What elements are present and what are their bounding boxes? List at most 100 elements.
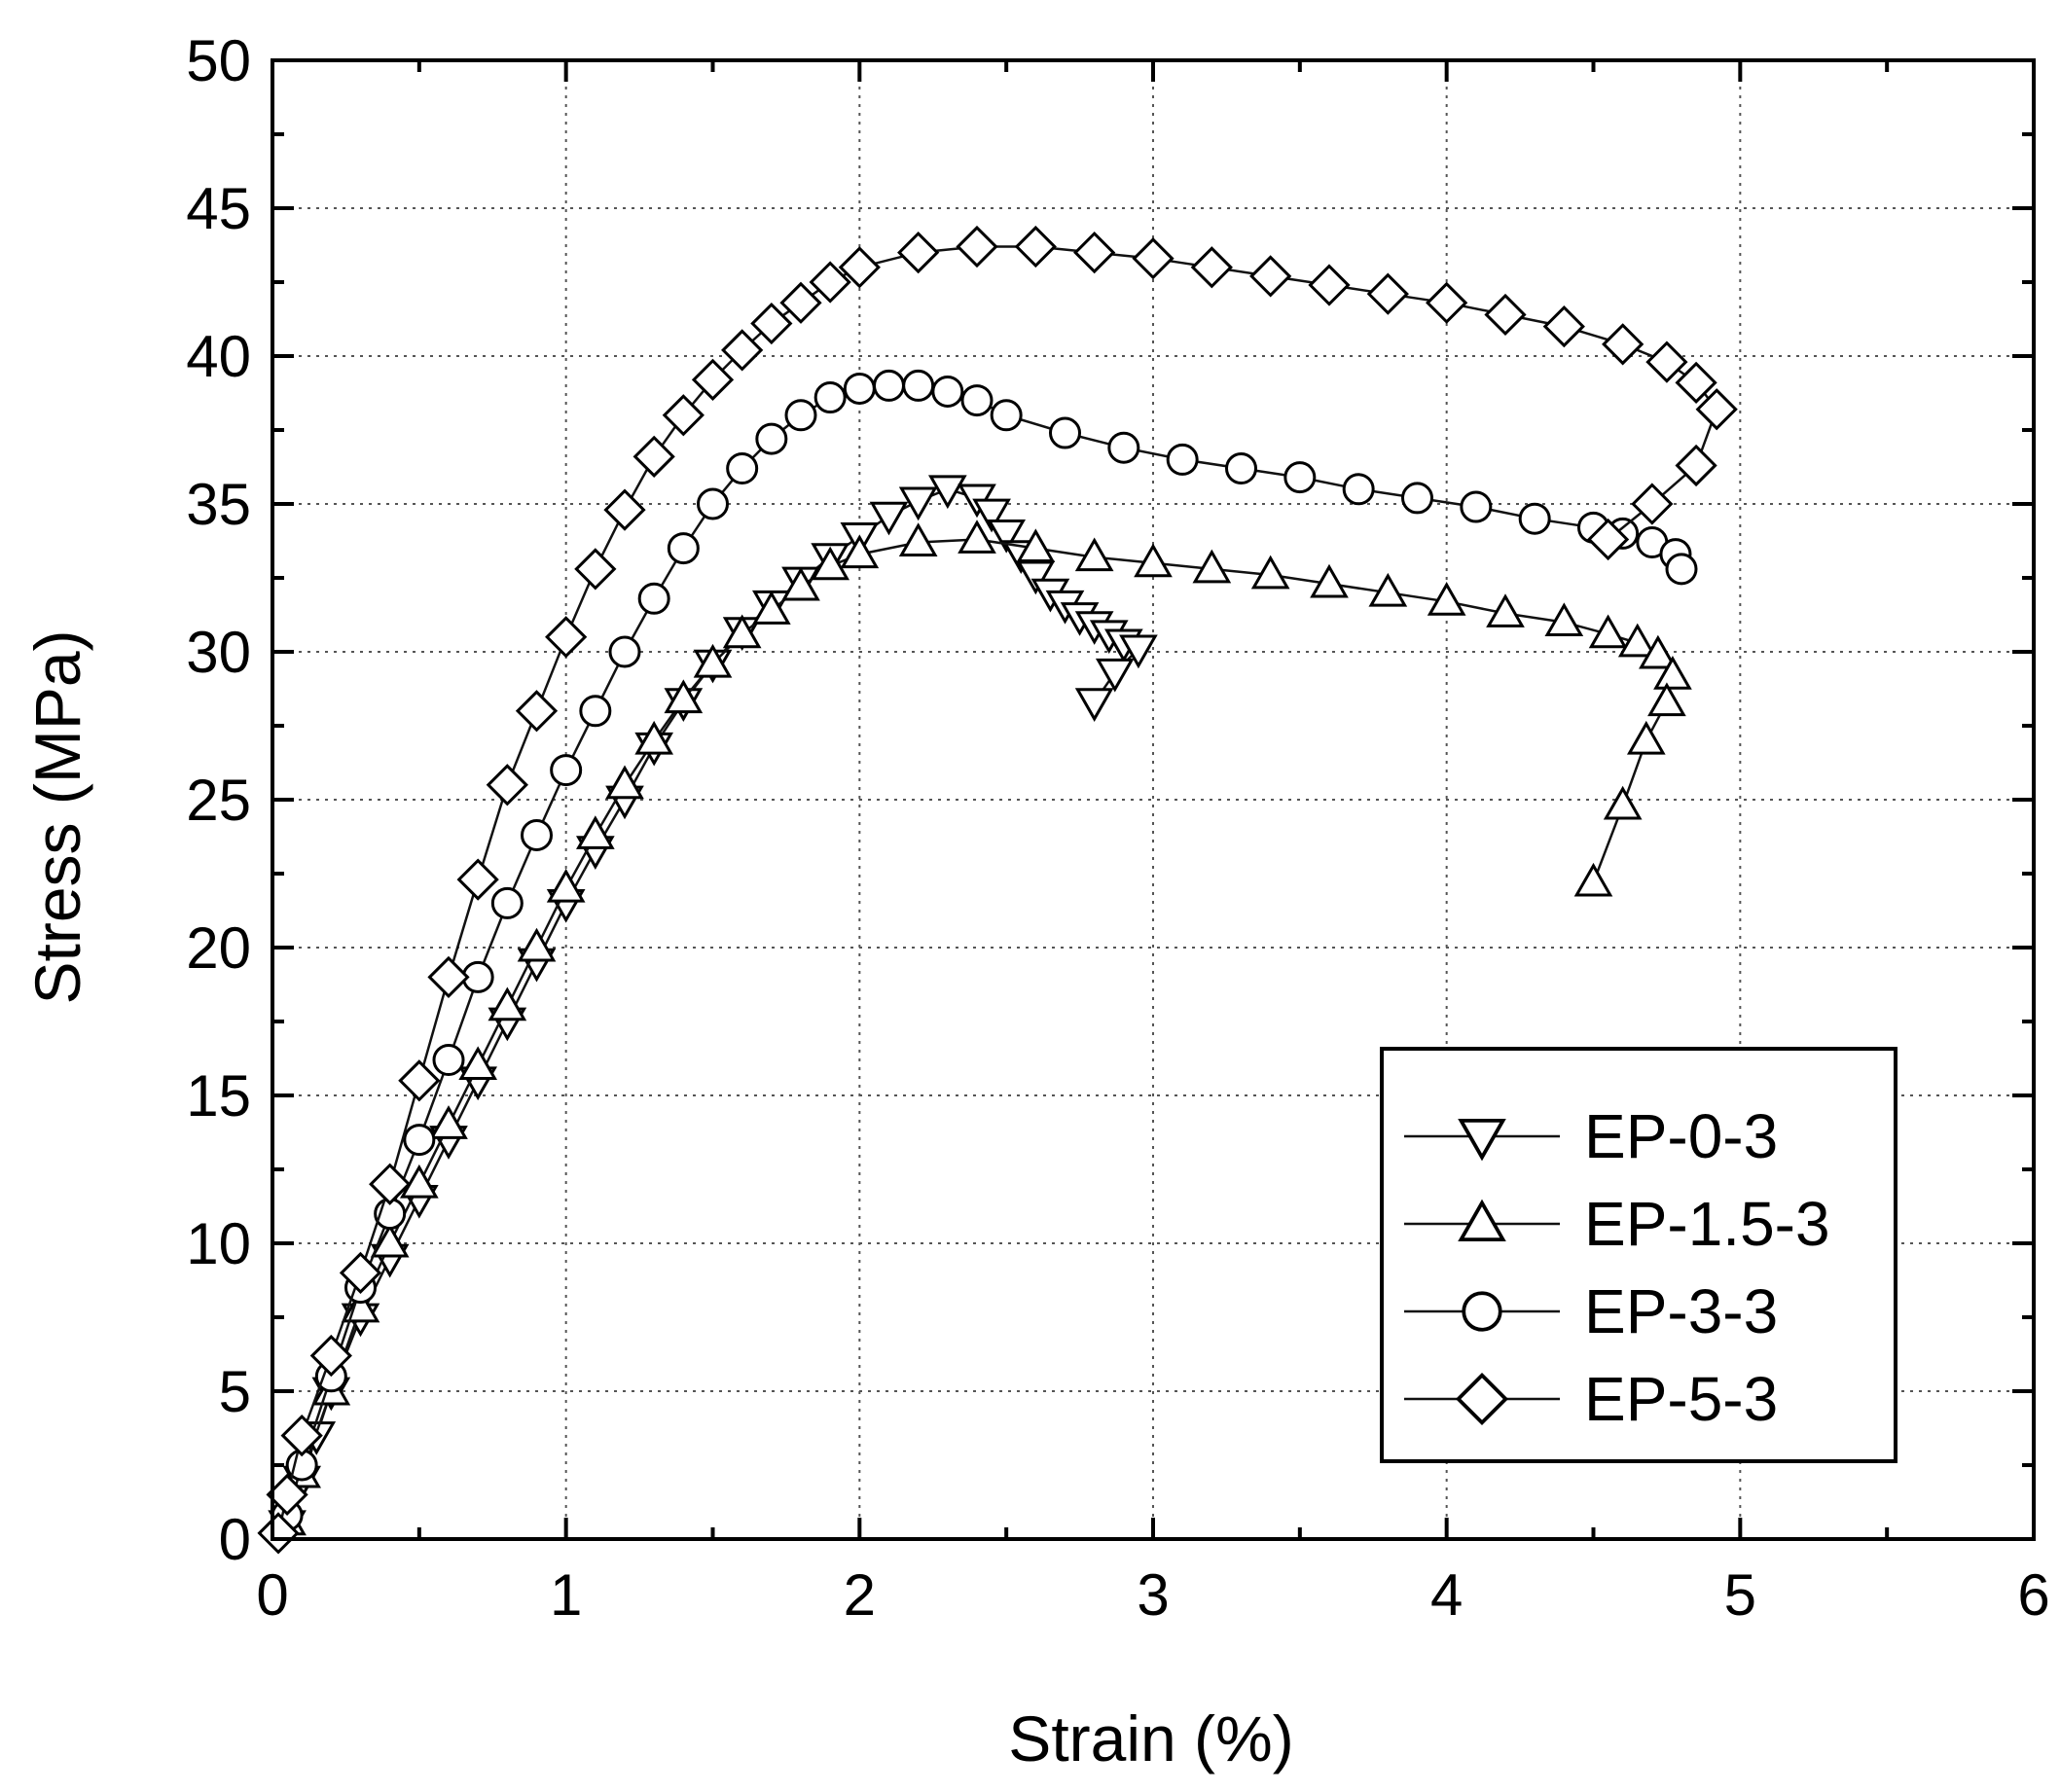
data-point-EP-5-3 [339,1251,382,1295]
data-point-EP-1.5-3 [840,534,880,569]
data-point-EP-5-3 [603,488,646,531]
data-point-EP-5-3 [515,690,559,733]
data-point-EP-1.5-3 [1016,528,1056,563]
legend-marker [1458,1199,1506,1242]
data-point-EP-1.5-3 [1310,563,1349,598]
data-point-EP-3-3 [1166,443,1199,476]
data-point-EP-1.5-3 [517,927,557,962]
data-point-EP-5-3 [427,955,470,999]
y-tick-label: 20 [186,915,251,981]
data-point-EP-5-3 [456,858,499,901]
data-point-EP-5-3 [1073,231,1116,274]
x-tick-label: 5 [1724,1562,1756,1628]
data-point-EP-1.5-3 [1427,582,1466,616]
data-point-EP-5-3 [632,435,675,478]
y-axis-title: Stress (MPa) [21,629,93,1004]
data-point-EP-1.5-3 [722,614,762,649]
legend-item-EP-1.5-3: EP-1.5-3 [1404,1189,1830,1259]
data-point-EP-3-3 [608,635,641,668]
x-tick-label: 6 [2017,1562,2049,1628]
data-point-EP-1.5-3 [1639,634,1678,669]
data-point-EP-1.5-3 [751,591,791,625]
y-tick-label: 15 [186,1063,251,1129]
data-point-EP-5-3 [779,281,822,324]
data-point-EP-5-3 [1542,305,1585,348]
x-tick-label: 3 [1137,1562,1169,1628]
data-point-EP-0-3 [987,519,1027,554]
data-point-EP-3-3 [902,369,935,402]
data-point-EP-0-3 [1074,688,1114,722]
data-point-EP-5-3 [574,548,617,591]
series-EP-5-3 [257,225,1738,1555]
data-point-EP-5-3 [897,231,940,274]
data-point-EP-5-3 [486,764,528,806]
data-point-EP-1.5-3 [488,986,527,1021]
data-point-EP-5-3 [691,358,735,401]
data-point-EP-3-3 [931,375,964,408]
data-point-EP-0-3 [927,475,967,510]
y-tick-label: 40 [186,324,251,389]
data-point-EP-5-3 [750,302,793,345]
data-point-EP-5-3 [1645,340,1688,383]
data-point-EP-3-3 [697,487,729,520]
data-point-EP-5-3 [1132,237,1175,280]
data-point-EP-1.5-3 [1588,614,1628,649]
data-point-EP-5-3 [956,225,998,269]
data-point-EP-5-3 [1484,293,1527,337]
series-EP-1.5-3 [268,520,1692,1536]
data-point-EP-3-3 [726,452,759,485]
data-point-EP-5-3 [1675,361,1717,404]
data-point-EP-1.5-3 [898,522,938,556]
data-point-EP-1.5-3 [1192,549,1232,584]
data-point-EP-3-3 [960,384,994,417]
data-point-EP-0-3 [898,486,938,521]
data-point-EP-1.5-3 [1647,682,1686,717]
data-point-EP-5-3 [266,1473,308,1517]
data-point-EP-5-3 [1586,518,1630,561]
series-EP-0-3 [268,475,1158,1545]
data-point-EP-1.5-3 [1544,602,1584,637]
data-point-EP-3-3 [1665,553,1698,586]
data-point-EP-3-3 [521,818,553,851]
data-point-EP-5-3 [1249,255,1292,298]
data-point-EP-5-3 [721,329,764,372]
legend-item-EP-3-3: EP-3-3 [1404,1276,1778,1346]
data-point-EP-1.5-3 [811,546,850,581]
data-point-EP-3-3 [550,754,583,787]
data-point-EP-5-3 [1014,225,1057,269]
data-point-EP-3-3 [637,582,670,615]
legend-item-EP-0-3: EP-0-3 [1404,1101,1778,1171]
data-point-EP-5-3 [838,246,881,289]
data-point-EP-3-3 [490,886,524,919]
data-point-EP-1.5-3 [664,679,704,714]
data-point-EP-1.5-3 [1603,785,1643,820]
legend-item-EP-5-3: EP-5-3 [1404,1364,1778,1434]
data-point-EP-0-3 [869,501,909,536]
data-point-EP-1.5-3 [605,765,644,800]
data-point-EP-5-3 [1366,272,1409,315]
x-tick-label: 4 [1430,1562,1463,1628]
data-point-EP-1.5-3 [1074,537,1114,572]
legend-label: EP-3-3 [1584,1276,1778,1346]
data-point-EP-3-3 [1401,482,1433,515]
data-point-EP-3-3 [1283,461,1317,494]
y-tick-label: 5 [219,1359,251,1424]
data-point-EP-1.5-3 [458,1046,498,1081]
data-point-EP-3-3 [579,695,612,728]
x-tick-label: 2 [844,1562,876,1628]
data-point-EP-3-3 [1518,502,1551,535]
data-point-EP-1.5-3 [781,566,820,601]
data-point-EP-5-3 [369,1163,412,1205]
data-point-EP-3-3 [784,399,817,432]
legend-label: EP-0-3 [1584,1101,1778,1171]
data-point-EP-1.5-3 [1486,593,1525,627]
data-point-EP-3-3 [1225,452,1257,485]
data-point-EP-1.5-3 [693,643,733,678]
y-tick-label: 45 [186,176,251,241]
data-point-EP-5-3 [398,1059,441,1102]
data-point-EP-1.5-3 [399,1164,439,1199]
data-point-EP-3-3 [1107,431,1140,464]
data-point-EP-1.5-3 [1617,623,1657,658]
